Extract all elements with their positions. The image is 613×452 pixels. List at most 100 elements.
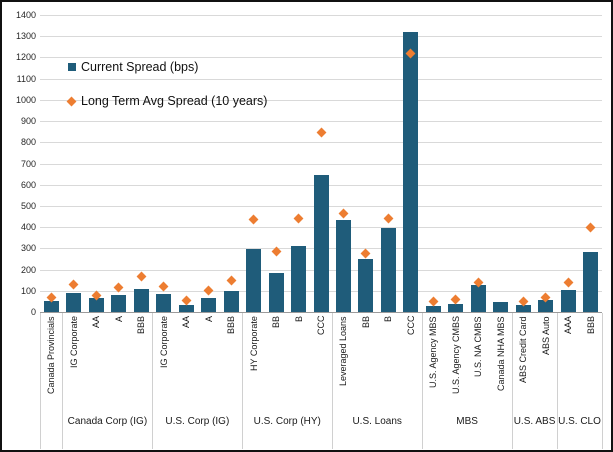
y-tick-label: 100	[20, 285, 36, 296]
category-label: ABS Credit Card	[518, 316, 529, 383]
group-separator	[512, 313, 514, 449]
avg-spread-diamond	[361, 248, 371, 259]
category-label: AA	[181, 316, 192, 329]
y-grid-line	[40, 163, 602, 165]
group-label: MBS	[456, 416, 478, 427]
category-label: BBB	[136, 316, 147, 335]
y-tick-label: 0	[30, 307, 36, 317]
spread-bar	[223, 290, 239, 312]
category-label: A	[113, 316, 124, 323]
group-label: U.S. CLO	[558, 416, 601, 427]
spread-bar	[448, 303, 464, 312]
group-separator	[152, 313, 154, 449]
avg-spread-diamond	[563, 277, 574, 288]
y-grid-line	[40, 36, 602, 38]
spread-bar	[583, 251, 599, 312]
category-label: Canada Provincials	[46, 316, 57, 394]
spread-bar	[156, 293, 172, 312]
spread-bar	[133, 288, 149, 312]
spread-bar	[560, 289, 576, 312]
group-separator	[422, 313, 424, 449]
spread-bar	[66, 292, 82, 312]
spread-bar	[538, 300, 554, 312]
avg-spread-diamond	[293, 213, 304, 224]
legend-item-avg-spread: Long Term Avg Spread (10 years)	[66, 94, 268, 108]
avg-spread-diamond	[248, 214, 259, 225]
category-label: BB	[271, 316, 282, 329]
y-tick-label: 500	[20, 200, 36, 211]
y-tick-label: 1000	[15, 94, 36, 105]
spread-bar	[111, 295, 127, 312]
category-label: A	[203, 316, 214, 323]
bar-series-marker-icon	[68, 63, 76, 71]
y-grid-line	[40, 99, 602, 101]
category-label: ABS Auto	[540, 316, 551, 355]
y-grid-line	[40, 15, 602, 16]
y-tick-label: 1400	[15, 10, 36, 20]
legend-label-avg-spread: Long Term Avg Spread (10 years)	[81, 94, 268, 108]
category-label: Leveraged Loans	[338, 316, 349, 386]
y-grid-line	[40, 121, 602, 123]
category-label: CCC	[405, 316, 416, 336]
chart-legend: Current Spread (bps) Long Term Avg Sprea…	[66, 60, 268, 128]
group-separator	[242, 313, 244, 449]
group-label: U.S. Corp (IG)	[165, 416, 230, 427]
spread-bar	[43, 301, 59, 312]
category-label: BBB	[585, 316, 596, 335]
spread-bar	[403, 31, 419, 312]
spread-bar	[178, 304, 194, 312]
spread-bar	[201, 298, 217, 312]
y-tick-label: 700	[20, 158, 36, 169]
avg-spread-diamond	[136, 272, 147, 282]
y-tick-label: 1300	[15, 31, 36, 42]
avg-spread-diamond	[316, 127, 326, 138]
category-label: B	[383, 316, 394, 323]
spread-bar	[425, 305, 441, 312]
category-label: IG Corporate	[68, 316, 79, 369]
category-label: HY Corporate	[248, 316, 259, 371]
category-label: Canada NHA MBS	[495, 316, 506, 391]
group-label: U.S. ABS	[513, 416, 556, 427]
y-tick-label: 300	[20, 243, 36, 254]
category-label: U.S. NA CMBS	[473, 316, 484, 377]
avg-spread-diamond	[585, 222, 596, 233]
y-grid-line	[40, 78, 602, 80]
y-grid-line	[40, 57, 602, 59]
avg-spread-diamond	[383, 213, 394, 224]
spread-bar	[313, 175, 329, 312]
spread-bar	[358, 258, 374, 312]
legend-label-current-spread: Current Spread (bps)	[81, 60, 199, 74]
avg-spread-diamond	[203, 285, 214, 296]
avg-spread-diamond	[338, 208, 349, 219]
group-separator	[40, 313, 41, 449]
category-label: AAA	[563, 316, 574, 335]
group-label: U.S. Corp (HY)	[253, 416, 321, 427]
y-tick-label: 900	[20, 116, 36, 127]
category-label: IG Corporate	[158, 316, 169, 369]
category-label: CCC	[316, 316, 326, 336]
spread-bar	[380, 228, 396, 312]
group-label: U.S. Loans	[352, 416, 402, 427]
y-tick-label: 800	[20, 137, 36, 148]
spread-bar	[335, 219, 351, 312]
y-tick-label: 400	[20, 222, 36, 233]
avg-spread-diamond	[226, 275, 237, 286]
group-label: Canada Corp (IG)	[67, 416, 148, 427]
group-separator	[602, 313, 603, 449]
category-label: B	[293, 316, 304, 323]
spread-bar	[470, 285, 486, 312]
category-label: BB	[360, 316, 371, 329]
x-axis-line	[40, 312, 602, 313]
category-label: AA	[91, 316, 102, 329]
spread-bar	[515, 304, 531, 312]
category-label: BBB	[226, 316, 237, 335]
y-grid-line	[40, 142, 602, 144]
legend-item-current-spread: Current Spread (bps)	[68, 60, 267, 74]
spread-bar	[268, 272, 284, 312]
y-tick-label: 600	[20, 179, 36, 190]
group-separator	[332, 313, 334, 449]
spread-bar	[493, 302, 509, 312]
y-tick-label: 1100	[16, 73, 36, 84]
